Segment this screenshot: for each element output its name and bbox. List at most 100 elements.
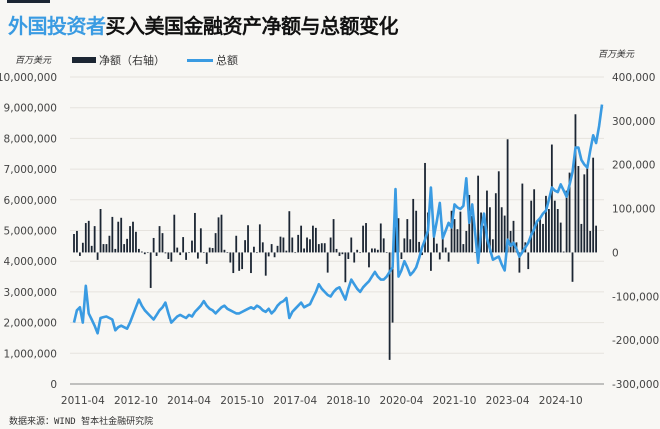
x-tick-label: 2020-04: [379, 395, 423, 407]
net-bar: [356, 249, 359, 253]
net-bar: [102, 244, 105, 253]
net-bar: [595, 225, 598, 253]
net-bar: [229, 252, 232, 263]
net-bar: [418, 241, 421, 253]
net-bar: [182, 237, 185, 253]
net-bar: [536, 222, 539, 253]
net-bar: [421, 252, 423, 256]
net-bar: [462, 244, 465, 253]
left-tick-label: 10,000,000: [0, 72, 57, 84]
net-bar: [241, 252, 244, 270]
net-bar: [338, 252, 341, 256]
net-bar: [403, 238, 406, 253]
net-bar: [512, 220, 515, 253]
net-bar: [202, 252, 205, 254]
right-tick-label: 100,000: [612, 204, 655, 216]
net-bar: [146, 252, 149, 254]
net-bar: [456, 229, 459, 253]
net-bar: [226, 252, 229, 254]
net-bar: [276, 245, 279, 253]
x-tick-label: 2012-10: [114, 395, 158, 407]
net-bar: [76, 230, 78, 253]
net-bar: [435, 243, 438, 253]
net-bar: [415, 210, 418, 253]
net-bar: [394, 226, 397, 253]
net-bar: [135, 231, 137, 253]
net-bar: [191, 240, 193, 253]
net-bar: [129, 226, 131, 253]
x-tick-label: 2023-04: [486, 395, 530, 407]
net-bar: [223, 249, 226, 253]
left-tick-label: 0: [50, 379, 57, 391]
net-bar: [424, 162, 426, 253]
net-bar: [282, 237, 285, 253]
net-bar: [412, 198, 415, 253]
net-bar: [382, 238, 385, 253]
net-bar: [196, 252, 199, 259]
net-bar: [577, 166, 580, 253]
net-bar: [211, 248, 214, 253]
left-tick-label: 9,000,000: [4, 103, 57, 115]
net-bar: [294, 252, 297, 254]
net-bar: [117, 221, 120, 253]
net-bar: [143, 252, 146, 255]
net-bar: [453, 219, 456, 253]
net-bar: [362, 225, 364, 253]
net-bar: [312, 225, 314, 253]
net-bar: [155, 252, 158, 256]
net-bar: [350, 237, 353, 253]
net-bar: [173, 214, 176, 253]
net-bar: [152, 237, 155, 253]
net-bar: [371, 248, 373, 253]
net-bar: [376, 249, 379, 253]
right-tick-label: 0: [612, 247, 619, 259]
net-bar: [530, 200, 533, 253]
net-bar: [214, 233, 217, 253]
net-bar: [303, 248, 305, 253]
chart-title: 外国投资者买入美国金融资产净额与总额变化: [8, 10, 398, 39]
net-bar: [471, 216, 474, 253]
net-bar: [559, 222, 562, 253]
net-bar: [332, 219, 335, 253]
net-bar: [93, 226, 96, 253]
net-bar: [264, 252, 267, 276]
net-bar: [170, 252, 173, 262]
net-bar: [238, 252, 241, 271]
left-axis-unit: 百万美元: [15, 56, 52, 66]
net-bar: [574, 114, 577, 253]
net-bar: [465, 230, 468, 253]
net-bar: [137, 248, 140, 253]
net-bar: [568, 172, 571, 253]
net-bar: [494, 193, 497, 253]
net-bar: [365, 223, 367, 253]
net-bar: [235, 235, 238, 253]
net-bar: [126, 238, 128, 253]
net-bar: [188, 252, 190, 254]
net-bar: [477, 175, 480, 253]
source-note: 数据来源：WIND 智本社金融研究院: [9, 417, 154, 427]
net-bar: [491, 239, 494, 253]
net-bar: [205, 252, 208, 264]
net-bar: [217, 217, 220, 253]
net-bar: [518, 252, 521, 273]
net-bar: [285, 250, 288, 253]
net-bar: [483, 225, 485, 253]
legend: 净额（右轴） 总额: [72, 52, 238, 68]
x-tick-label: 2021-10: [433, 395, 477, 407]
net-bar: [306, 237, 308, 253]
net-bar: [323, 243, 326, 253]
net-bar: [114, 248, 117, 253]
net-bar: [450, 210, 453, 253]
net-bar: [158, 226, 161, 253]
net-bar: [167, 252, 170, 260]
net-bar: [344, 252, 347, 283]
x-tick-label: 2014-04: [167, 395, 211, 407]
net-bar: [105, 244, 108, 253]
net-bar: [87, 220, 90, 253]
net-bar: [438, 252, 441, 260]
net-bar: [539, 217, 541, 253]
net-bar: [329, 237, 332, 253]
net-bar: [373, 248, 376, 253]
net-bar: [99, 209, 102, 253]
net-bar: [379, 223, 382, 253]
